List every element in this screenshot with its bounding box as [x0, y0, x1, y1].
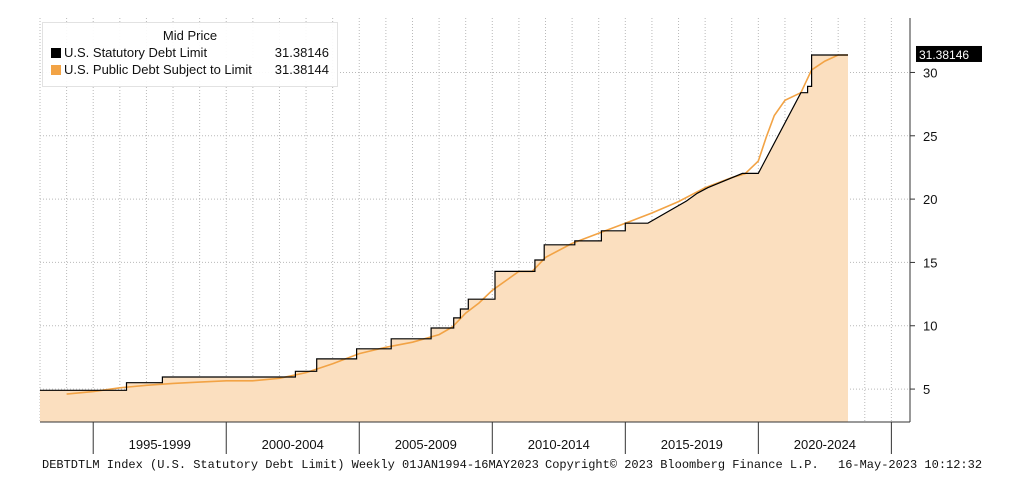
- legend-title: Mid Price: [162, 28, 218, 43]
- y-tick-label: 10: [923, 319, 937, 334]
- chart-legend: Mid Price U.S. Statutory Debt Limit 31.3…: [42, 22, 338, 87]
- legend-value: 31.38146: [274, 45, 329, 60]
- x-period-label: 1995-1999: [129, 437, 191, 452]
- legend-label: U.S. Statutory Debt Limit: [64, 45, 208, 60]
- x-axis-periods: 1995-1999 2000-2004 2005-2009 2010-2014 2015…: [92, 422, 892, 454]
- last-value-text: 31.38146: [919, 48, 969, 62]
- last-value-tag: 31.38146: [916, 45, 982, 62]
- legend-value: 31.38144: [274, 62, 329, 77]
- x-period-label: 2015-2019: [661, 437, 723, 452]
- legend-item-statutory-limit: U.S. Statutory Debt Limit 31.38146: [51, 45, 333, 61]
- statutory-limit-line: [40, 54, 848, 391]
- legend-swatch-orange: [51, 65, 61, 75]
- y-axis-ticks: 5 10 15 20 25 30: [910, 65, 937, 397]
- footer-index-info: DEBTDTLM Index (U.S. Statutory Debt Limi…: [42, 458, 539, 472]
- x-period-label: 2020-2024: [794, 437, 856, 452]
- y-tick-label: 25: [923, 129, 937, 144]
- y-tick-label: 20: [923, 192, 937, 207]
- footer-copyright: Copyright© 2023 Bloomberg Finance L.P.: [545, 458, 819, 472]
- footer-timestamp: 16-May-2023 10:12:32: [838, 458, 983, 472]
- y-tick-label: 15: [923, 255, 937, 270]
- chart-axes: [40, 18, 911, 423]
- legend-item-public-debt: U.S. Public Debt Subject to Limit 31.381…: [51, 62, 333, 78]
- x-period-label: 2010-2014: [528, 437, 590, 452]
- x-period-label: 2000-2004: [262, 437, 324, 452]
- y-tick-label: 5: [923, 382, 930, 397]
- y-tick-label: 30: [923, 65, 937, 80]
- legend-label: U.S. Public Debt Subject to Limit: [64, 62, 252, 77]
- last-value-box: [916, 45, 982, 62]
- legend-swatch-black: [51, 48, 61, 58]
- public-debt-area: [40, 55, 848, 422]
- x-period-label: 2005-2009: [395, 437, 457, 452]
